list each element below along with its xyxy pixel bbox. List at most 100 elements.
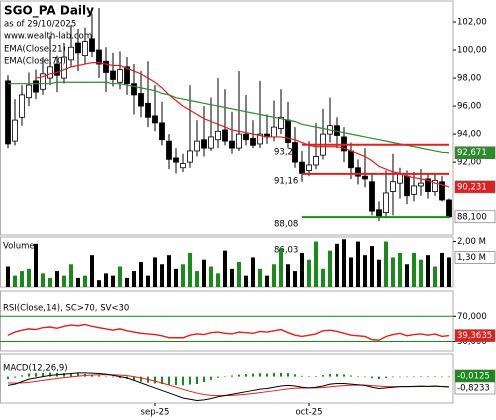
panel-frame bbox=[0, 353, 454, 404]
rsi-line bbox=[7, 323, 450, 341]
histogram-bar bbox=[343, 374, 345, 377]
y-tick-label: 2,00 M bbox=[457, 237, 486, 247]
candle-body bbox=[61, 56, 67, 79]
candle-body bbox=[180, 163, 186, 169]
panel-title: MACD(12,26,9) bbox=[3, 364, 68, 374]
last-close-box bbox=[454, 210, 496, 224]
histogram-bar bbox=[420, 376, 422, 377]
volume-bar bbox=[167, 255, 171, 287]
volume-bar bbox=[223, 250, 227, 287]
candle-body bbox=[313, 156, 319, 166]
histogram-bar bbox=[203, 376, 205, 383]
y-tick-label: 98,00 bbox=[457, 74, 481, 84]
y-tick-label: 70,000 bbox=[457, 312, 487, 322]
histogram-bar bbox=[280, 372, 282, 377]
histogram-bar bbox=[441, 376, 443, 378]
volume-bar bbox=[433, 266, 437, 287]
volume-bar bbox=[251, 257, 255, 287]
histogram-bar bbox=[14, 376, 16, 378]
volume-bar bbox=[55, 271, 59, 287]
source: www.wealth-lab.com bbox=[4, 32, 92, 42]
candle-body bbox=[82, 41, 88, 57]
histogram-bar bbox=[364, 376, 366, 378]
candle-body bbox=[383, 192, 389, 213]
volume-bar bbox=[335, 243, 339, 287]
histogram-bar bbox=[189, 376, 191, 385]
level-label: 88,08 bbox=[274, 220, 298, 230]
candle-body bbox=[236, 133, 242, 149]
volume-bar bbox=[370, 246, 374, 287]
candle-body bbox=[33, 80, 39, 93]
histogram-bar bbox=[133, 376, 135, 381]
histogram-bar bbox=[70, 373, 72, 377]
candle-body bbox=[243, 133, 249, 141]
volume-bar bbox=[139, 262, 143, 287]
candle-body bbox=[89, 38, 95, 52]
volume-bar bbox=[419, 259, 423, 287]
volume-bar bbox=[209, 266, 213, 287]
histogram-bar bbox=[266, 373, 268, 377]
histogram-bar bbox=[287, 373, 289, 377]
histogram-bar bbox=[42, 372, 44, 377]
last-close: 88,100 bbox=[457, 212, 487, 222]
candle-body bbox=[19, 94, 25, 118]
y-tick-label: 30,000 bbox=[457, 337, 487, 347]
candle-body bbox=[5, 80, 11, 145]
last-value-box bbox=[454, 180, 496, 194]
volume-bar bbox=[300, 252, 304, 287]
volume-bar bbox=[125, 277, 129, 287]
volume-bar bbox=[440, 252, 444, 287]
panel-frame bbox=[0, 0, 454, 236]
last-histogram: -0,0125 bbox=[457, 372, 490, 382]
candle-body bbox=[75, 42, 81, 54]
histogram-bar bbox=[175, 376, 177, 385]
volume-bar bbox=[132, 271, 136, 287]
candle-body bbox=[145, 102, 151, 118]
histogram-bar bbox=[406, 376, 408, 378]
volume-bar bbox=[349, 257, 353, 287]
last-macd: -0,8233 bbox=[457, 384, 490, 394]
histogram-bar bbox=[112, 376, 114, 378]
volume-bar bbox=[426, 255, 430, 287]
histogram-bar bbox=[336, 373, 338, 377]
volume-bar bbox=[342, 239, 346, 287]
volume-bar bbox=[447, 257, 451, 287]
histogram-bar bbox=[448, 376, 450, 378]
volume-bar bbox=[90, 255, 94, 287]
y-tick-label: 92,00 bbox=[457, 158, 481, 168]
candle-body bbox=[26, 84, 32, 99]
histogram-bar bbox=[294, 374, 296, 377]
candle-body bbox=[257, 133, 263, 145]
legend-label: EMA(Close,21) bbox=[4, 45, 66, 55]
histogram-bar bbox=[105, 376, 107, 377]
histogram-bar bbox=[231, 375, 233, 377]
volume-bar bbox=[27, 268, 31, 287]
candle-body bbox=[250, 137, 256, 146]
last-rsi-box bbox=[454, 329, 496, 342]
candle-body bbox=[117, 69, 123, 83]
candle-body bbox=[103, 60, 109, 73]
histogram-bar bbox=[63, 373, 65, 377]
histogram-bar bbox=[28, 373, 30, 377]
volume-bar bbox=[328, 250, 332, 287]
candle-body bbox=[68, 46, 74, 61]
candle-body bbox=[47, 66, 53, 79]
volume-bar bbox=[307, 259, 311, 287]
histogram-bar bbox=[224, 376, 226, 377]
candle-body bbox=[131, 83, 137, 96]
histogram-bar bbox=[7, 376, 9, 380]
histogram-bar bbox=[238, 374, 240, 377]
volume-bar bbox=[314, 241, 318, 287]
histogram-bar bbox=[168, 376, 170, 385]
volume-bar bbox=[181, 264, 185, 287]
volume-bar bbox=[293, 271, 297, 287]
volume-bar bbox=[265, 275, 269, 287]
last-value: 92,671 bbox=[457, 148, 487, 158]
candle-body bbox=[229, 140, 235, 149]
candle-body bbox=[348, 150, 354, 169]
candle-body bbox=[411, 185, 417, 195]
candle-body bbox=[390, 181, 396, 192]
last-value-box bbox=[454, 146, 496, 160]
